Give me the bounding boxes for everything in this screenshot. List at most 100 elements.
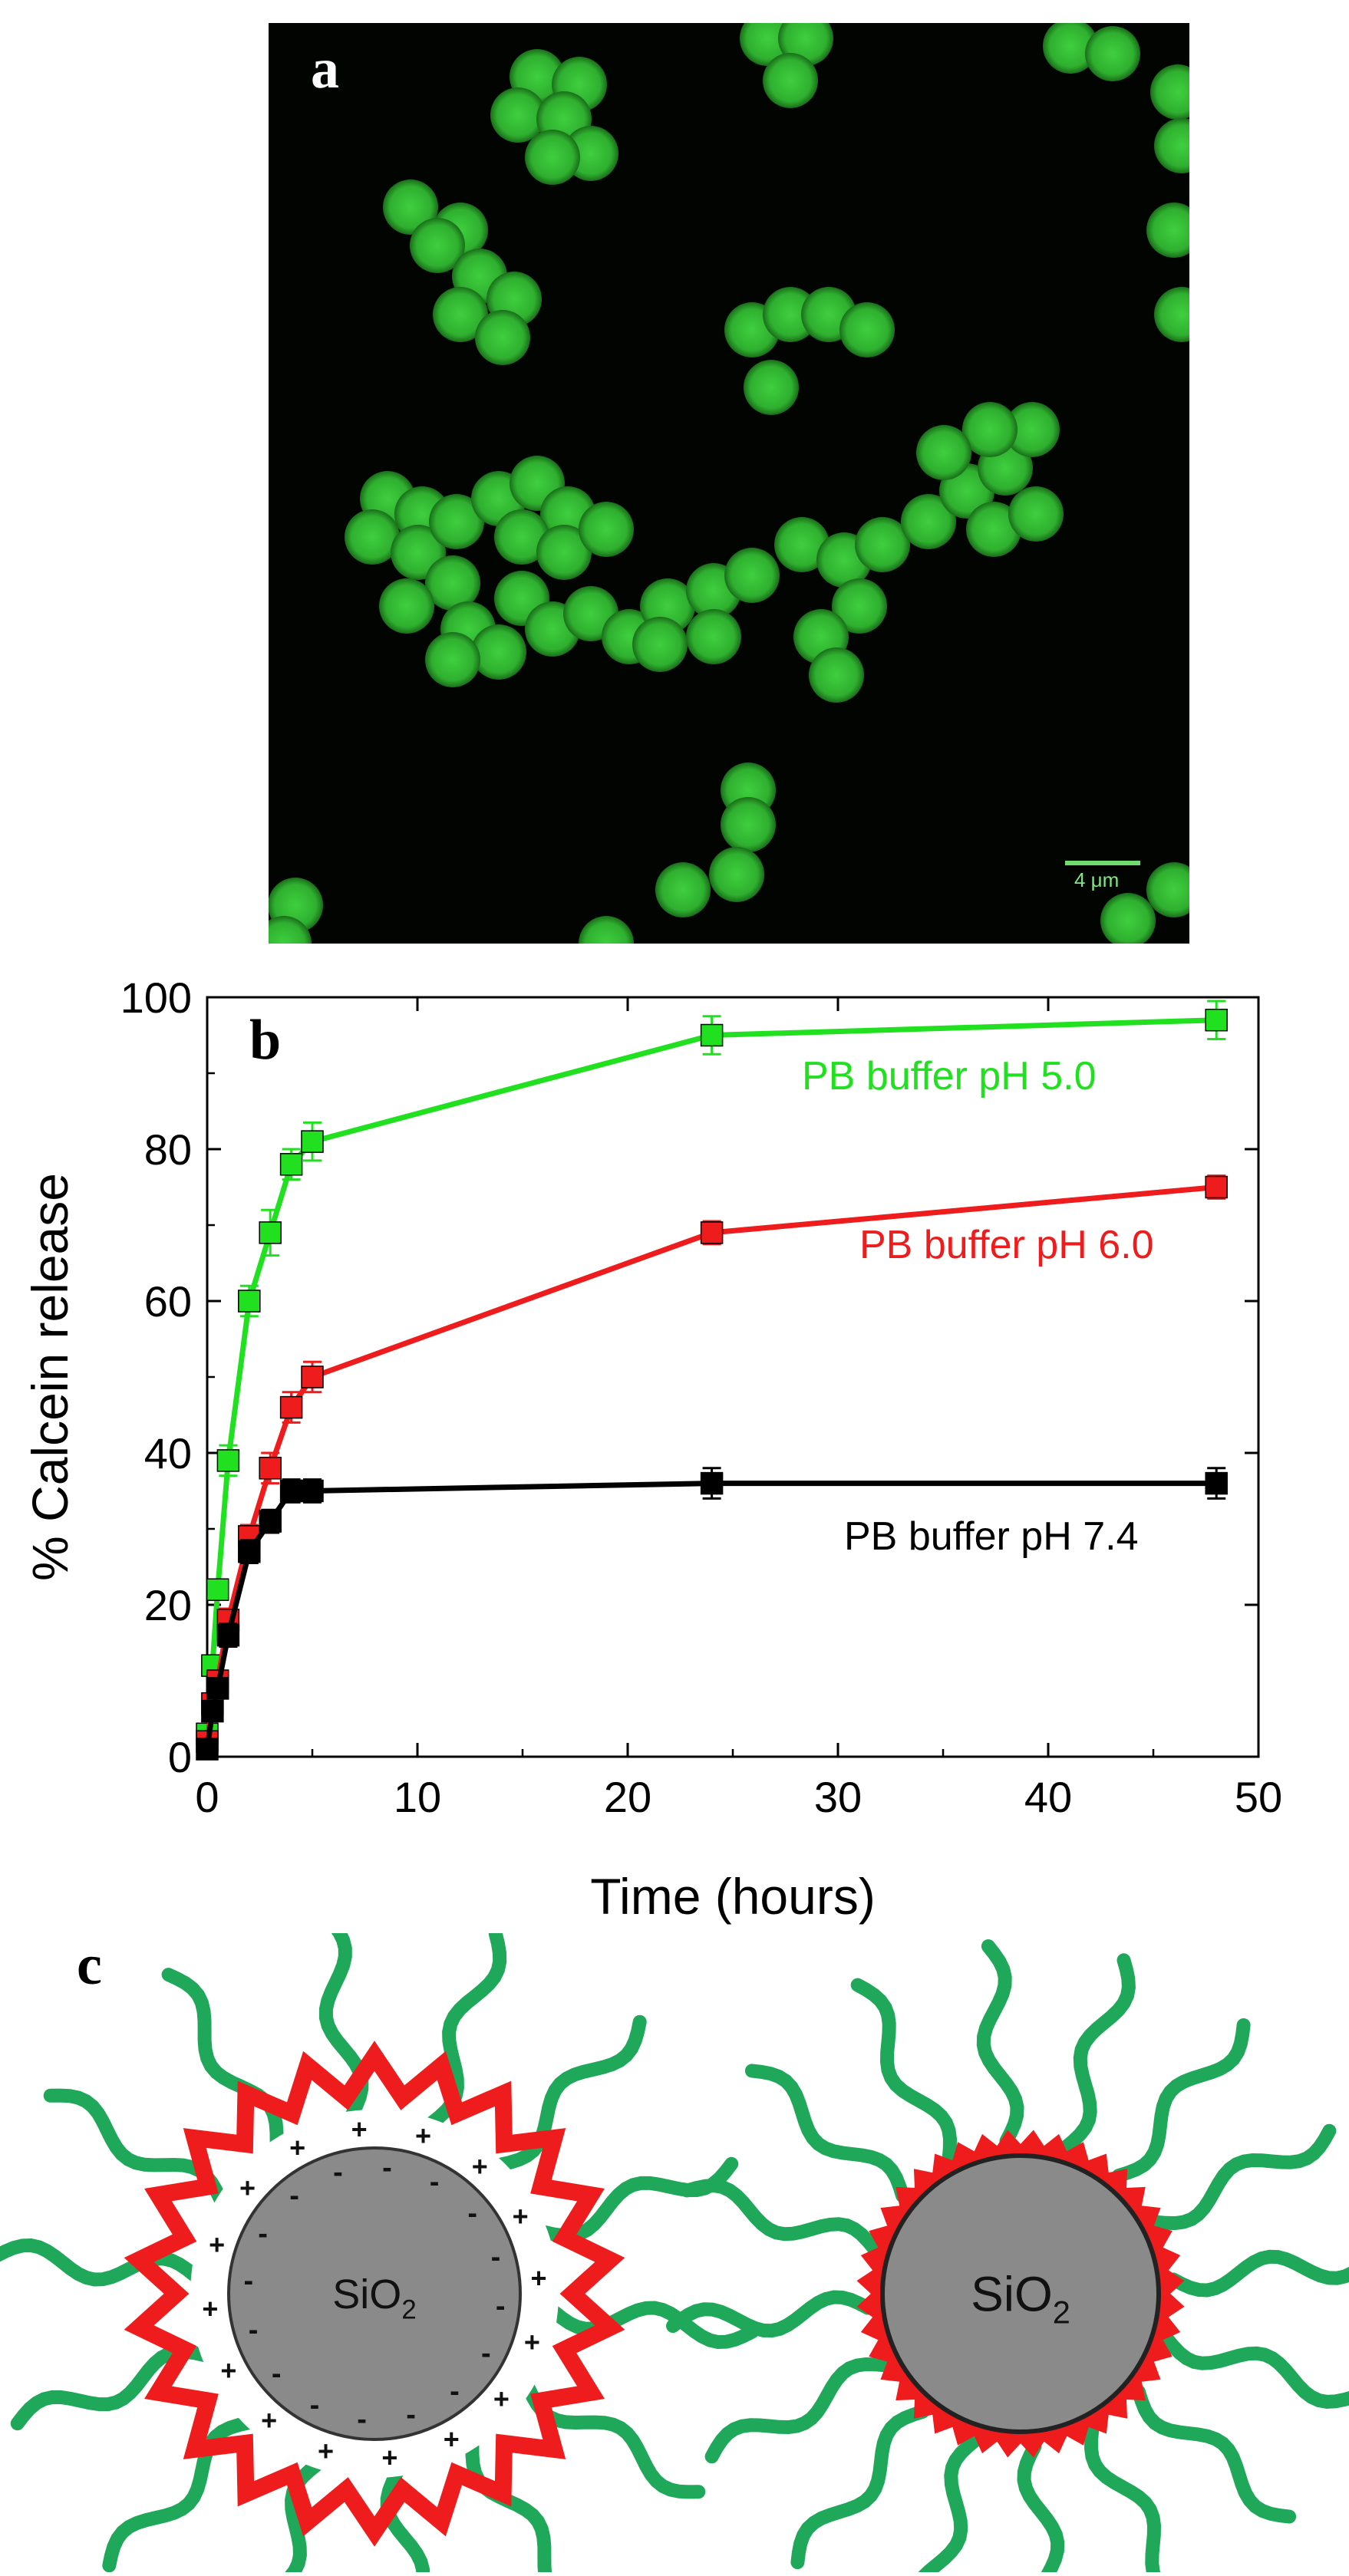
silica-particle bbox=[962, 402, 1018, 457]
peg-chain bbox=[976, 1939, 1024, 2148]
silica-particle bbox=[1146, 203, 1189, 258]
negative-charge: - bbox=[243, 2265, 253, 2298]
silica-particle bbox=[425, 555, 480, 611]
confocal-micrograph bbox=[269, 23, 1189, 944]
scale-bar-label: 4 μm bbox=[1074, 868, 1120, 891]
silica-particle bbox=[1154, 118, 1189, 173]
series-line bbox=[204, 1017, 1217, 1734]
peg-chain bbox=[1166, 2249, 1349, 2298]
silica-particle bbox=[1008, 486, 1064, 542]
silica-particle bbox=[579, 916, 634, 944]
particle-schematic: - - - - - - - - - - - - - - - - + + + + + + + + + + + + + + + + SiO2 SiO2 bbox=[0, 1909, 1349, 2576]
data-point bbox=[259, 1221, 282, 1244]
peg-chain bbox=[744, 2064, 910, 2203]
series-line bbox=[204, 1481, 1217, 1750]
x-tick-label: 0 bbox=[195, 1773, 219, 1821]
positive-charge: + bbox=[493, 2383, 510, 2414]
release-chart: 0 10 20 30 40 50 0 20 40 60 80 100 Time (hours) % Cal… bbox=[0, 951, 1349, 1941]
peg-chain bbox=[1111, 2018, 1251, 2183]
silica-particle bbox=[709, 847, 764, 902]
silica-particle bbox=[429, 494, 484, 549]
negative-charge: - bbox=[382, 2152, 392, 2184]
data-point bbox=[1205, 1175, 1228, 1199]
series-label: PB buffer pH 5.0 bbox=[802, 1054, 1097, 1099]
series-0 bbox=[196, 1000, 1228, 1746]
data-point bbox=[259, 1457, 282, 1480]
silica-particle bbox=[916, 425, 971, 480]
silica-particle bbox=[1146, 862, 1189, 917]
y-tick-label: 100 bbox=[120, 973, 192, 1022]
x-tick-label: 20 bbox=[604, 1773, 651, 1821]
silica-particle bbox=[345, 509, 400, 565]
silica-particle bbox=[1150, 64, 1189, 120]
data-point bbox=[301, 1365, 324, 1388]
silica-particle bbox=[1100, 893, 1156, 944]
peg-chain bbox=[666, 2290, 875, 2338]
silica-particle bbox=[632, 617, 688, 672]
positive-charge: + bbox=[531, 2262, 547, 2294]
peg-chain bbox=[10, 2344, 213, 2431]
microscopy-image bbox=[269, 23, 1189, 944]
panel-a-label: a bbox=[311, 38, 339, 100]
data-point bbox=[196, 1738, 219, 1761]
silica-particle bbox=[269, 916, 312, 944]
y-axis-label: % Calcein release bbox=[21, 1173, 78, 1581]
series-label: PB buffer pH 7.4 bbox=[844, 1514, 1139, 1559]
silica-particle bbox=[1004, 402, 1060, 457]
series-label: PB buffer pH 6.0 bbox=[859, 1223, 1154, 1267]
negative-charge: - bbox=[249, 2314, 259, 2347]
series-line bbox=[204, 1184, 1217, 1742]
y-tick-label: 40 bbox=[144, 1429, 192, 1477]
positive-charge: + bbox=[381, 2442, 397, 2473]
positive-charge: + bbox=[472, 2151, 488, 2182]
data-point bbox=[279, 1395, 303, 1419]
schematic-canvas: ------------ - ---++++++++++++ ++++SiO2 SiO2 bbox=[0, 1909, 1349, 2576]
peg-chain bbox=[1160, 2332, 1349, 2409]
data-point bbox=[206, 1578, 229, 1601]
negative-charge: - bbox=[310, 2389, 320, 2421]
silica-particle bbox=[383, 180, 438, 235]
peg-chain bbox=[1083, 2422, 1163, 2576]
series-2 bbox=[196, 1467, 1228, 1761]
x-tick-label: 50 bbox=[1235, 1773, 1282, 1821]
positive-charge: + bbox=[444, 2423, 460, 2455]
positive-charge: + bbox=[318, 2435, 334, 2466]
silica-particle bbox=[379, 578, 434, 634]
negative-charge: - bbox=[406, 2399, 416, 2431]
silica-particle bbox=[839, 302, 895, 357]
positive-charge: + bbox=[513, 2201, 529, 2232]
peg-chain bbox=[850, 1978, 958, 2166]
data-point bbox=[216, 1623, 240, 1647]
peg-chain bbox=[790, 2404, 930, 2570]
silica-core bbox=[880, 2153, 1161, 2434]
peg-chain bbox=[915, 2433, 982, 2576]
silica-particle bbox=[809, 647, 864, 703]
silica-particle bbox=[966, 502, 1021, 557]
silica-particle bbox=[490, 87, 546, 143]
silica-particle bbox=[433, 287, 488, 342]
peg-chain bbox=[680, 2179, 881, 2255]
y-tick-label: 20 bbox=[144, 1581, 192, 1629]
scale-bar bbox=[1065, 861, 1140, 865]
negative-charge: - bbox=[357, 2403, 367, 2436]
x-tick-label: 10 bbox=[394, 1773, 441, 1821]
silica-particle bbox=[763, 53, 818, 108]
negative-charge: - bbox=[333, 2156, 343, 2189]
silica-particle bbox=[494, 509, 549, 565]
panel-c-label: c bbox=[77, 1934, 102, 1997]
silica-particle bbox=[410, 218, 465, 273]
silica-particle bbox=[724, 548, 780, 603]
silica-particle bbox=[686, 609, 741, 664]
data-point bbox=[301, 1130, 324, 1153]
silica-particle bbox=[475, 310, 530, 365]
peg-chain bbox=[0, 2238, 203, 2287]
silica-core bbox=[227, 2146, 522, 2441]
silica-particle bbox=[1085, 26, 1140, 81]
data-point bbox=[700, 1023, 724, 1047]
silica-particle bbox=[763, 287, 818, 342]
peg-chain bbox=[1017, 2439, 1065, 2576]
negative-charge: - bbox=[289, 2179, 299, 2212]
peg-chain bbox=[1131, 2384, 1297, 2524]
peg-chain bbox=[465, 2438, 552, 2576]
silica-particle bbox=[901, 494, 956, 549]
